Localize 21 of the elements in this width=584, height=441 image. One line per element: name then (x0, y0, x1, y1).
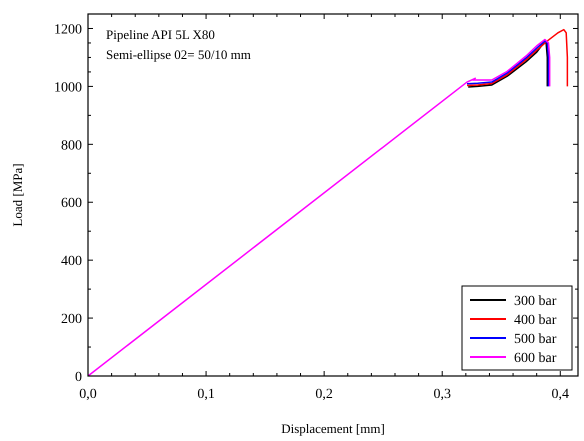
x-tick-label: 0,3 (433, 387, 451, 402)
y-tick-label: 400 (61, 254, 82, 270)
y-tick-label: 1200 (54, 22, 82, 38)
x-tick-label: 0,0 (79, 387, 97, 402)
annotation: Semi-ellipse 02= 50/10 mm (106, 47, 251, 62)
legend-label: 500 bar (514, 332, 557, 347)
legend-label: 400 bar (514, 313, 557, 328)
y-tick-label: 1000 (54, 80, 82, 96)
x-axis-title: Displacement [mm] (281, 421, 385, 436)
line-series (466, 28, 568, 88)
y-tick-label: 800 (61, 138, 82, 154)
x-tick-label: 0,1 (197, 387, 215, 402)
y-axis-title: Load [MPa] (10, 163, 25, 227)
x-tick-label: 0,4 (552, 387, 570, 402)
y-tick-label: 0 (75, 370, 82, 385)
x-tick-label: 0,2 (315, 387, 333, 402)
y-tick-label: 200 (61, 312, 82, 328)
legend-label: 600 bar (514, 351, 557, 366)
y-tick-label: 600 (61, 196, 82, 212)
legend-label: 300 bar (514, 294, 557, 309)
annotation: Pipeline API 5L X80 (106, 27, 215, 42)
